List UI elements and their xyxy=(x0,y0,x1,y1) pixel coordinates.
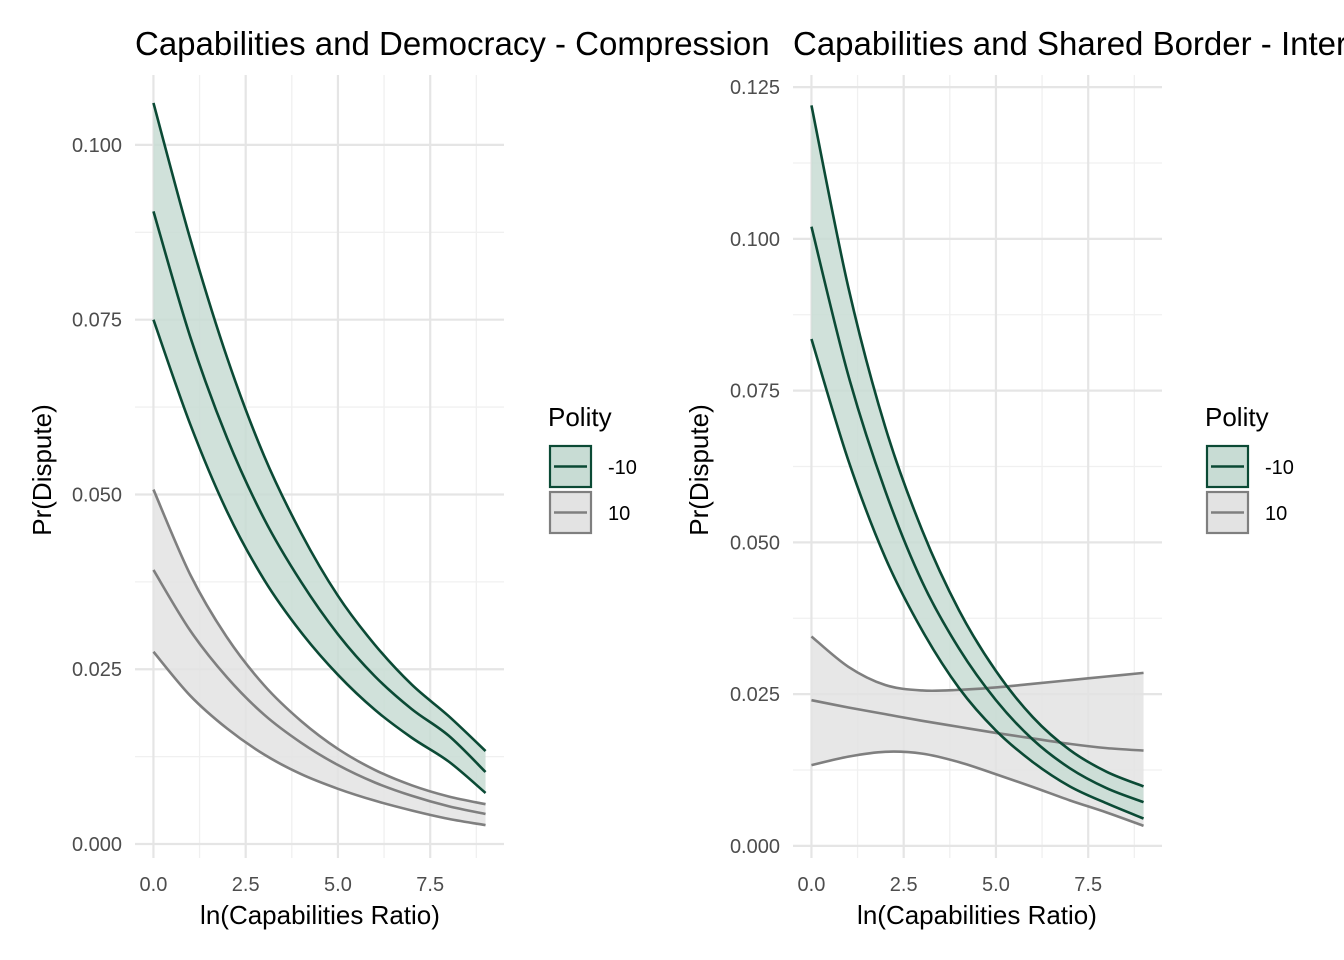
series-line-polity-neg10-lower xyxy=(152,319,487,794)
chart-title-left: Capabilities and Democracy - Compression xyxy=(135,25,770,62)
series-line-polity-10-lower xyxy=(811,750,1144,828)
y-tick-label: 0.125 xyxy=(730,77,780,99)
series-lines-right xyxy=(810,105,1145,828)
x-tick-label: 0.0 xyxy=(140,874,168,896)
series-line-polity-10-upper xyxy=(152,489,486,806)
legend-label: 10 xyxy=(1265,503,1287,525)
y-tick-label: 0.100 xyxy=(730,229,780,251)
x-tick-label: 5.0 xyxy=(324,874,352,896)
confidence-band-polity-neg10 xyxy=(153,102,486,793)
x-tick-label: 7.5 xyxy=(1074,874,1102,896)
legend-label: 10 xyxy=(608,503,630,525)
y-tick-label: 0.025 xyxy=(730,684,780,706)
legend-left: Polity -10 10 xyxy=(548,402,637,535)
legend-label: -10 xyxy=(608,457,637,479)
series-line-polity-10-upper xyxy=(810,635,1144,693)
series-line-polity-neg10-mean xyxy=(810,226,1145,804)
series-line-polity-10-mean xyxy=(152,569,486,816)
y-tick-label: 0.050 xyxy=(72,484,122,506)
legend-keys-right: -10 10 xyxy=(1205,444,1294,535)
panel-left: 0.000 0.025 0.050 0.075 0.100 0.0 2.5 5.0 7.5 C… xyxy=(27,25,770,930)
x-axis-title-right: ln(Capabilities Ratio) xyxy=(857,900,1097,930)
series-line-polity-neg10-upper xyxy=(152,102,487,752)
y-axis-title-left: Pr(Dispute) xyxy=(27,404,57,535)
series-lines-left xyxy=(152,102,487,827)
y-tick-labels-right: 0.000 0.025 0.050 0.075 0.100 0.125 xyxy=(730,77,780,858)
y-tick-labels-left: 0.000 0.025 0.050 0.075 0.100 xyxy=(72,135,122,856)
series-line-polity-neg10-lower xyxy=(810,338,1145,820)
legend-title-left: Polity xyxy=(548,402,612,432)
x-axis-title-left: ln(Capabilities Ratio) xyxy=(200,900,440,930)
y-tick-label: 0.025 xyxy=(72,659,122,681)
x-tick-labels-right: 0.0 2.5 5.0 7.5 xyxy=(798,874,1103,896)
y-axis-title-right: Pr(Dispute) xyxy=(684,404,714,535)
x-tick-label: 2.5 xyxy=(232,874,260,896)
legend-title-right: Polity xyxy=(1205,402,1269,432)
series-line-polity-10-lower xyxy=(152,650,486,827)
x-tick-label: 7.5 xyxy=(416,874,444,896)
panel-right: 0.000 0.025 0.050 0.075 0.100 0.125 0.0 2.5 5.0… xyxy=(684,25,1344,930)
legend-right: Polity -10 10 xyxy=(1205,402,1294,535)
x-tick-label: 2.5 xyxy=(890,874,918,896)
y-tick-label: 0.100 xyxy=(72,135,122,157)
series-line-polity-10-mean xyxy=(811,698,1144,752)
y-tick-label: 0.000 xyxy=(730,836,780,858)
chart-title-right: Capabilities and Shared Border - Interac… xyxy=(793,25,1344,62)
y-tick-label: 0.075 xyxy=(72,310,122,332)
x-tick-label: 0.0 xyxy=(798,874,826,896)
legend-label: -10 xyxy=(1265,457,1294,479)
series-line-polity-neg10-upper xyxy=(810,105,1145,788)
confidence-bands-left xyxy=(153,102,486,826)
y-tick-label: 0.000 xyxy=(72,834,122,856)
x-tick-labels-left: 0.0 2.5 5.0 7.5 xyxy=(140,874,445,896)
x-tick-label: 5.0 xyxy=(982,874,1010,896)
y-tick-label: 0.075 xyxy=(730,381,780,403)
y-tick-label: 0.050 xyxy=(730,532,780,554)
confidence-band-polity-10 xyxy=(153,489,486,826)
series-line-polity-neg10-mean xyxy=(152,210,487,773)
legend-keys-left: -10 10 xyxy=(548,444,637,535)
